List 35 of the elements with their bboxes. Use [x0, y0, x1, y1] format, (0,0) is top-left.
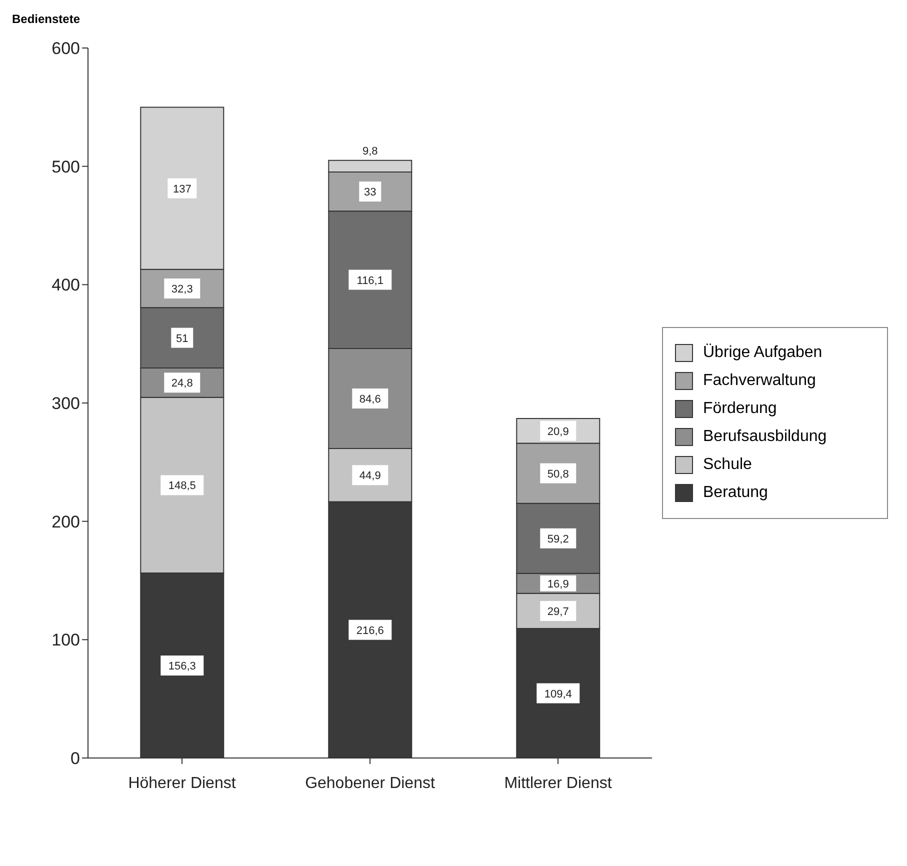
data-label: 216,6 [356, 624, 384, 637]
data-label: 109,4 [544, 688, 572, 700]
y-axis-title: Bedienstete [12, 12, 80, 26]
legend-label: Übrige Aufgaben [703, 344, 822, 362]
legend-label: Schule [703, 456, 752, 474]
data-label: 148,5 [168, 480, 196, 492]
y-tick-label: 500 [52, 157, 80, 176]
data-label: 84,6 [359, 394, 381, 406]
data-label: 44,9 [359, 470, 381, 482]
data-label: 29,7 [547, 606, 569, 618]
data-label: 50,8 [547, 468, 569, 480]
data-label: 59,2 [547, 533, 569, 546]
y-tick-label: 400 [52, 276, 80, 295]
legend-label: Förderung [703, 400, 777, 418]
data-label: 16,9 [547, 578, 569, 590]
x-tick-label: Mittlerer Dienst [504, 775, 612, 792]
x-tick-label: Höherer Dienst [128, 775, 236, 792]
y-tick-label: 100 [52, 630, 80, 650]
y-tick-label: 600 [52, 39, 80, 58]
data-label: 24,8 [171, 378, 193, 390]
legend-label: Berufsausbildung [703, 428, 827, 446]
data-label: 51 [176, 332, 188, 345]
y-tick-label: 300 [52, 394, 80, 414]
data-label: 20,9 [547, 426, 569, 438]
data-label: 137 [172, 183, 192, 196]
data-label: 116,1 [356, 274, 384, 287]
legend-label: Beratung [703, 484, 768, 502]
y-tick-label: 0 [70, 749, 80, 768]
data-label: 32,3 [171, 284, 193, 296]
y-tick-label: 200 [52, 512, 80, 532]
legend-label: Fachverwaltung [703, 372, 816, 390]
data-label: 156,3 [168, 660, 196, 673]
x-tick-label: Gehobener Dienst [305, 775, 436, 792]
data-label: 9,8 [362, 145, 378, 158]
data-label: 33 [364, 186, 376, 199]
